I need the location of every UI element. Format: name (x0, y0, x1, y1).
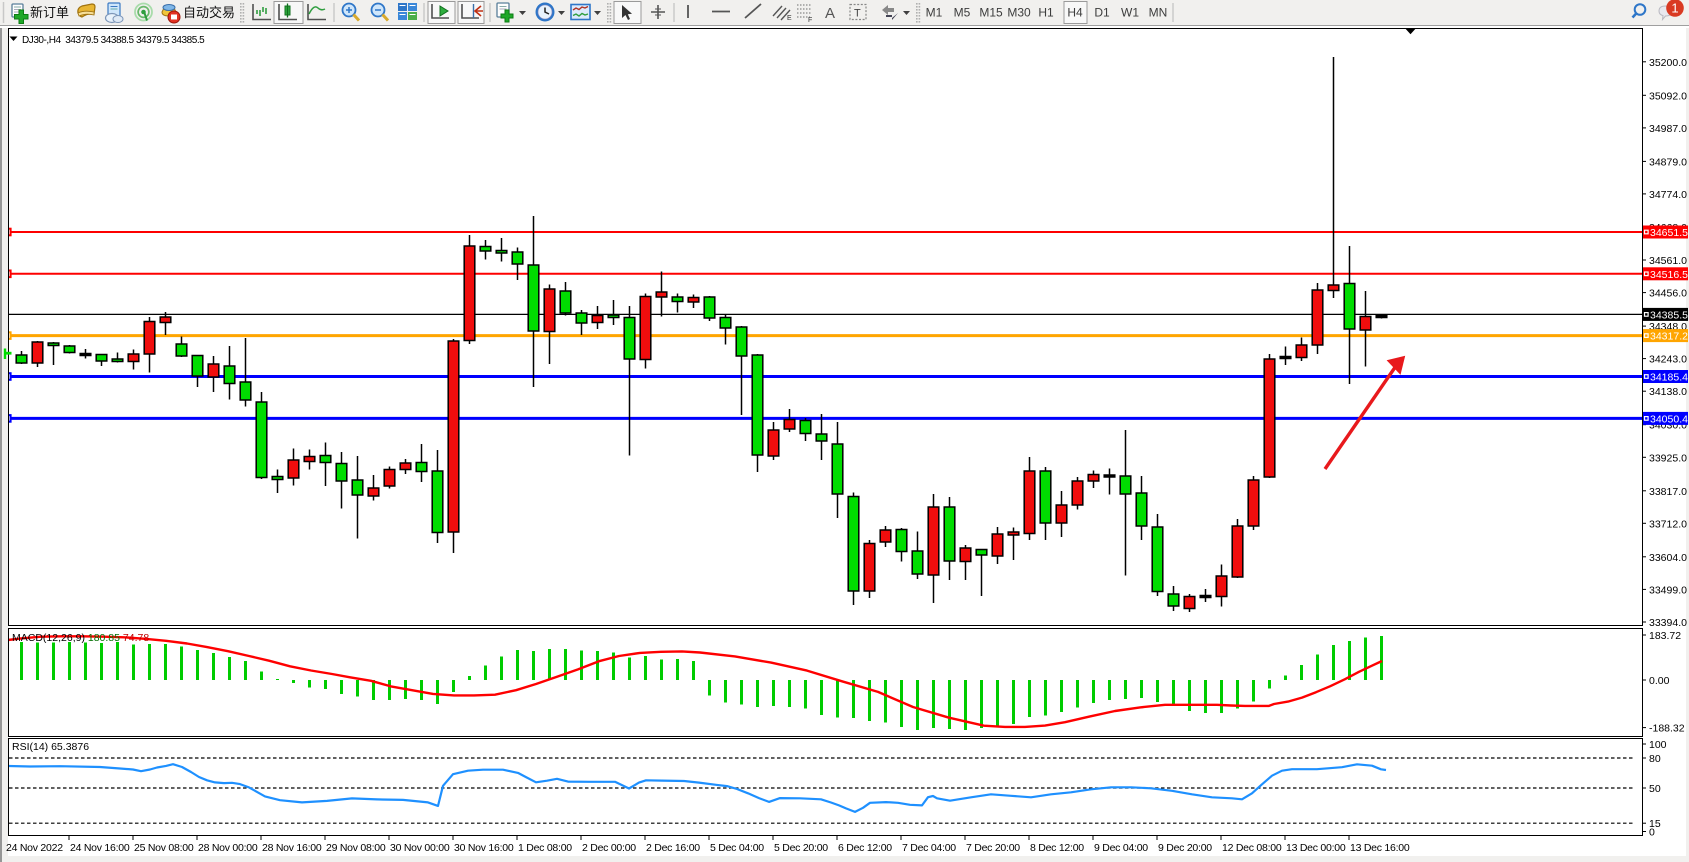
svg-text:6 Dec 12:00: 6 Dec 12:00 (838, 842, 892, 854)
svg-text:30 Nov 16:00: 30 Nov 16:00 (454, 842, 514, 854)
svg-text:34456.0: 34456.0 (1649, 288, 1687, 300)
svg-text:34651.5: 34651.5 (1650, 227, 1688, 239)
svg-text:80: 80 (1649, 753, 1661, 765)
svg-text:M1: M1 (926, 6, 943, 20)
svg-text:183.72: 183.72 (1649, 630, 1681, 642)
svg-text:28 Nov 16:00: 28 Nov 16:00 (262, 842, 322, 854)
svg-text:13 Dec 00:00: 13 Dec 00:00 (1286, 842, 1346, 854)
svg-text:1 Dec 08:00: 1 Dec 08:00 (518, 842, 572, 854)
svg-text:0: 0 (1649, 827, 1655, 839)
svg-text:7 Dec 04:00: 7 Dec 04:00 (902, 842, 956, 854)
svg-text:34987.0: 34987.0 (1649, 123, 1687, 135)
svg-text:34879.0: 34879.0 (1649, 156, 1687, 168)
svg-text:9 Dec 04:00: 9 Dec 04:00 (1094, 842, 1148, 854)
svg-text:50: 50 (1649, 783, 1661, 795)
svg-text:0.00: 0.00 (1649, 675, 1670, 687)
svg-text:1: 1 (1671, 1, 1678, 16)
svg-text:30 Nov 00:00: 30 Nov 00:00 (390, 842, 450, 854)
svg-text:33499.0: 33499.0 (1649, 584, 1687, 596)
svg-text:DJ30-,H4 34379.5 34388.5 3437: DJ30-,H4 34379.5 34388.5 34379.5 34385.5 (22, 35, 205, 46)
svg-text:24 Nov 16:00: 24 Nov 16:00 (70, 842, 130, 854)
svg-text:9 Dec 20:00: 9 Dec 20:00 (1158, 842, 1212, 854)
svg-text:A: A (825, 5, 835, 22)
svg-text:D1: D1 (1094, 6, 1110, 20)
svg-text:5 Dec 20:00: 5 Dec 20:00 (774, 842, 828, 854)
svg-text:33925.0: 33925.0 (1649, 452, 1687, 464)
svg-text:34185.4: 34185.4 (1650, 372, 1688, 384)
svg-text:-188.32: -188.32 (1649, 723, 1685, 735)
svg-text:T: T (854, 8, 861, 20)
svg-text:15: 15 (1649, 818, 1661, 830)
svg-text:新订单: 新订单 (30, 5, 69, 20)
svg-text:MN: MN (1149, 6, 1168, 20)
svg-text:100: 100 (1649, 739, 1667, 751)
svg-text:F: F (808, 17, 812, 24)
svg-text:M30: M30 (1007, 6, 1031, 20)
svg-text:33712.0: 33712.0 (1649, 518, 1687, 530)
svg-text:34561.0: 34561.0 (1649, 255, 1687, 267)
svg-text:25 Nov 08:00: 25 Nov 08:00 (134, 842, 194, 854)
svg-text:29 Nov 08:00: 29 Nov 08:00 (326, 842, 386, 854)
svg-text:34243.0: 34243.0 (1649, 354, 1687, 366)
svg-text:33817.0: 33817.0 (1649, 486, 1687, 498)
svg-text:自动交易: 自动交易 (183, 5, 235, 20)
svg-text:34385.5: 34385.5 (1650, 309, 1688, 321)
svg-text:2 Dec 16:00: 2 Dec 16:00 (646, 842, 700, 854)
svg-text:24 Nov 2022: 24 Nov 2022 (6, 842, 63, 854)
svg-text:34516.5: 34516.5 (1650, 269, 1688, 281)
svg-text:5 Dec 04:00: 5 Dec 04:00 (710, 842, 764, 854)
svg-text:H1: H1 (1038, 6, 1054, 20)
svg-text:34050.4: 34050.4 (1650, 413, 1688, 425)
svg-text:RSI(14) 65.3876: RSI(14) 65.3876 (12, 741, 89, 753)
svg-text:7 Dec 20:00: 7 Dec 20:00 (966, 842, 1020, 854)
svg-text:M15: M15 (979, 6, 1003, 20)
svg-text:2 Dec 00:00: 2 Dec 00:00 (582, 842, 636, 854)
svg-text:34138.0: 34138.0 (1649, 386, 1687, 398)
svg-text:M5: M5 (954, 6, 971, 20)
svg-text:33394.0: 33394.0 (1649, 617, 1687, 629)
svg-text:28 Nov 00:00: 28 Nov 00:00 (198, 842, 258, 854)
svg-text:35092.0: 35092.0 (1649, 90, 1687, 102)
svg-text:13 Dec 16:00: 13 Dec 16:00 (1350, 842, 1410, 854)
svg-text:34317.2: 34317.2 (1650, 331, 1688, 343)
svg-text:MACD(12,26,9) 180.85 74.78: MACD(12,26,9) 180.85 74.78 (12, 632, 149, 644)
svg-text:33604.0: 33604.0 (1649, 552, 1687, 564)
svg-text:E: E (787, 15, 792, 22)
svg-text:8 Dec 12:00: 8 Dec 12:00 (1030, 842, 1084, 854)
svg-text:34774.0: 34774.0 (1649, 189, 1687, 201)
svg-text:35200.0: 35200.0 (1649, 57, 1687, 69)
svg-text:H4: H4 (1067, 6, 1083, 20)
svg-text:12 Dec 08:00: 12 Dec 08:00 (1222, 842, 1282, 854)
svg-text:W1: W1 (1121, 6, 1139, 20)
